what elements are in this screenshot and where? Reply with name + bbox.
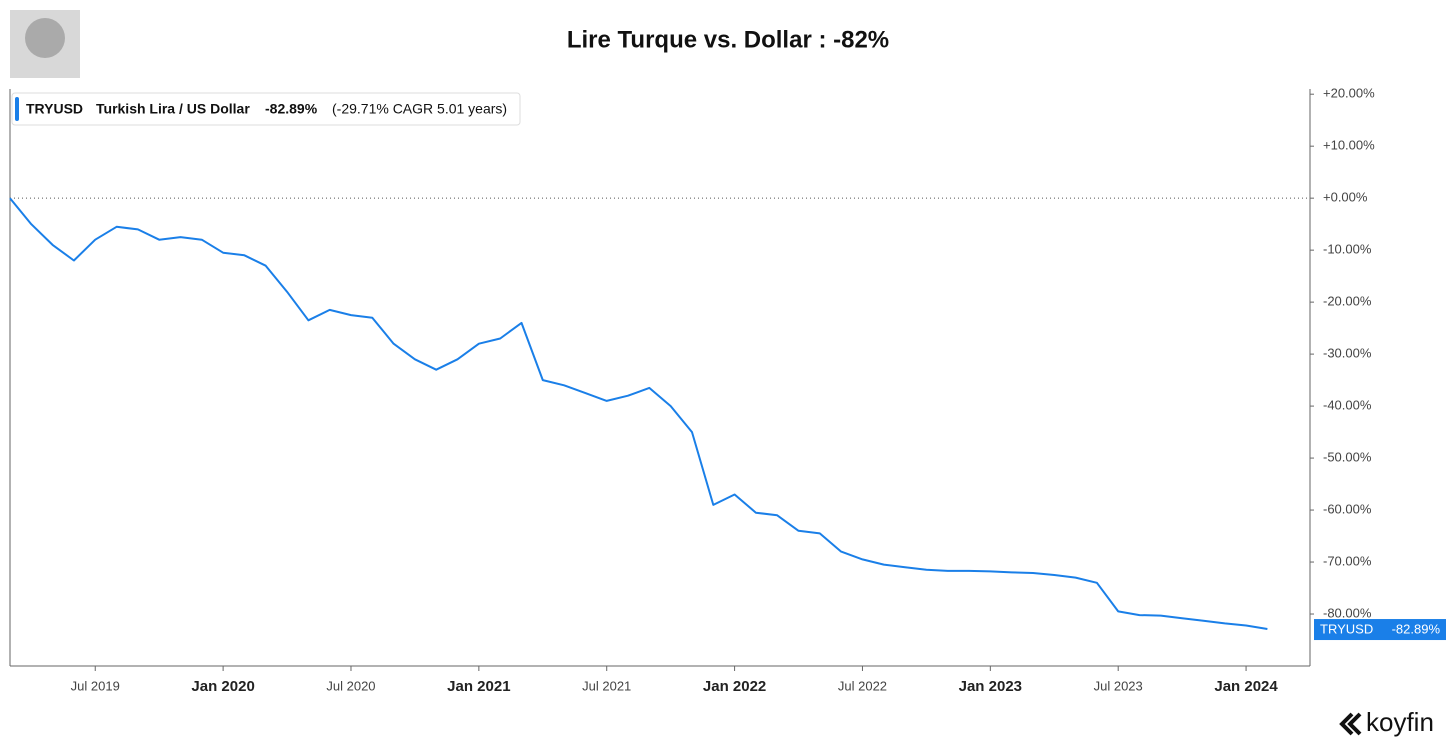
last-value-tag xyxy=(1314,619,1446,641)
y-tick-label: -80.00% xyxy=(1323,605,1372,620)
plot-frame xyxy=(9,89,1311,667)
y-tick-label: -10.00% xyxy=(1323,242,1372,257)
brand-logo: koyfin xyxy=(1339,707,1434,737)
y-tick-label: -20.00% xyxy=(1323,294,1372,309)
legend-name: Turkish Lira / US Dollar xyxy=(96,101,250,117)
x-tick-label: Jul 2022 xyxy=(838,678,887,693)
y-tick-label: -70.00% xyxy=(1323,553,1372,568)
x-tick-label: Jan 2020 xyxy=(191,678,254,695)
x-tick-label: Jan 2022 xyxy=(703,678,766,695)
x-tick-label: Jul 2023 xyxy=(1094,678,1143,693)
avatar-face xyxy=(25,18,65,58)
x-tick-label: Jul 2019 xyxy=(71,678,120,693)
y-tick-label: -30.00% xyxy=(1323,346,1372,361)
y-tick-label: -50.00% xyxy=(1323,450,1372,465)
x-tick-label: Jul 2020 xyxy=(326,678,375,693)
chart-title: Lire Turque vs. Dollar : -82% xyxy=(567,26,889,53)
y-tick-label: +0.00% xyxy=(1323,190,1368,205)
x-tick-label: Jan 2023 xyxy=(959,678,1022,695)
series-line xyxy=(9,197,1268,630)
legend-value: -82.89% xyxy=(265,101,318,117)
y-tick-label: -60.00% xyxy=(1323,501,1372,516)
brand-name: koyfin xyxy=(1366,707,1434,737)
x-tick-label: Jan 2021 xyxy=(447,678,510,695)
x-tick-label: Jul 2021 xyxy=(582,678,631,693)
y-tick-label: +20.00% xyxy=(1323,86,1375,101)
y-tick-label: -40.00% xyxy=(1323,398,1372,413)
last-value-ticker: TRYUSD xyxy=(1320,621,1373,636)
x-tick-label: Jan 2024 xyxy=(1214,678,1278,695)
legend: TRYUSD Turkish Lira / US Dollar -82.89% … xyxy=(11,92,521,126)
y-tick-label: +10.00% xyxy=(1323,138,1375,153)
legend-ticker: TRYUSD xyxy=(26,101,83,117)
legend-cagr: (-29.71% CAGR 5.01 years) xyxy=(332,101,507,117)
last-value-label: -82.89% xyxy=(1392,621,1441,636)
